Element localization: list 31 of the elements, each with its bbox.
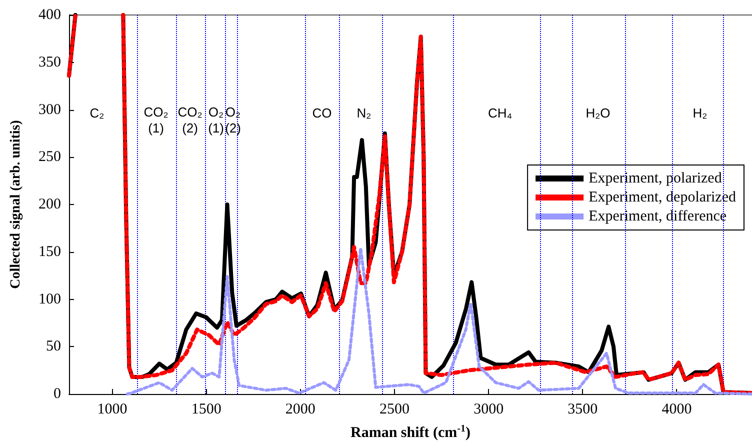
y-tick-label: 400 bbox=[38, 7, 61, 23]
x-tick-label: 1500 bbox=[191, 402, 222, 418]
annotation: CO₂ (1) bbox=[144, 104, 168, 136]
annotation: CO₂ (2) bbox=[178, 104, 202, 136]
y-tick-label: 100 bbox=[38, 291, 61, 308]
x-tick-label: 2000 bbox=[285, 402, 316, 418]
y-tick-label: 300 bbox=[38, 102, 61, 118]
legend-label: Experiment, depolarized bbox=[588, 190, 736, 206]
y-tick-label: 150 bbox=[38, 244, 61, 260]
annotation: CO bbox=[312, 106, 332, 120]
x-tick-label: 1000 bbox=[97, 402, 128, 418]
annotation: O₂ (1) bbox=[208, 104, 224, 136]
y-tick-label: 0 bbox=[54, 386, 61, 402]
legend-label: Experiment, polarized bbox=[588, 170, 722, 186]
annotation: CH₄ bbox=[488, 106, 512, 120]
annotation: C₂ bbox=[90, 106, 104, 120]
y-tick-label: 250 bbox=[38, 149, 61, 166]
y-tick-label: 50 bbox=[46, 338, 61, 355]
x-tick-label: 4000 bbox=[662, 402, 692, 418]
annotation: N₂ bbox=[356, 106, 372, 120]
annotation: H₂ bbox=[692, 106, 708, 120]
annotation: O₂ (2) bbox=[225, 104, 241, 136]
annotation: H₂O bbox=[586, 106, 610, 120]
x-tick-label: 2500 bbox=[380, 402, 410, 418]
x-tick-label: 3000 bbox=[474, 402, 504, 418]
line-series bbox=[126, 246, 752, 396]
y-axis-title: Collected signal (arb. unitis) bbox=[8, 120, 24, 289]
legend-label: Experiment, difference bbox=[588, 208, 727, 224]
y-tick-label: 350 bbox=[38, 54, 61, 70]
x-tick-label: 3500 bbox=[568, 402, 598, 418]
y-tick-label: 200 bbox=[38, 196, 61, 212]
